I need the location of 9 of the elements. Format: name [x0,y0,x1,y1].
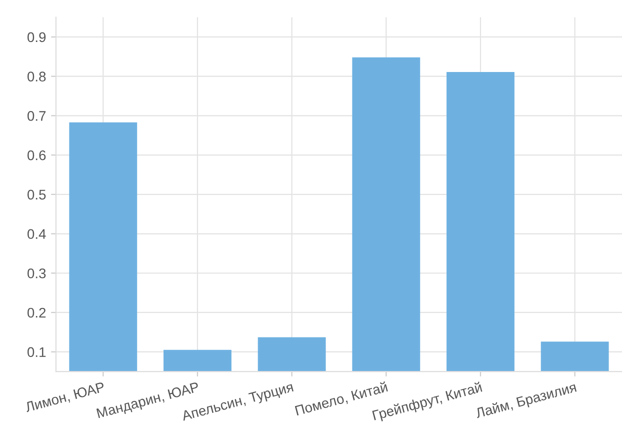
y-tick-label: 0.8 [27,72,46,82]
y-tick-label: 0.7 [27,111,46,121]
y-tick-label: 0.2 [27,308,46,318]
y-tick-label: 0.5 [27,190,46,200]
y-tick-label: 0.1 [27,347,46,358]
y-tick-label: 0.6 [27,150,46,160]
y-tick-label: 0.4 [27,229,46,239]
y-tick-label: 0.9 [27,32,46,42]
y-tick-label: 0.3 [27,268,46,278]
